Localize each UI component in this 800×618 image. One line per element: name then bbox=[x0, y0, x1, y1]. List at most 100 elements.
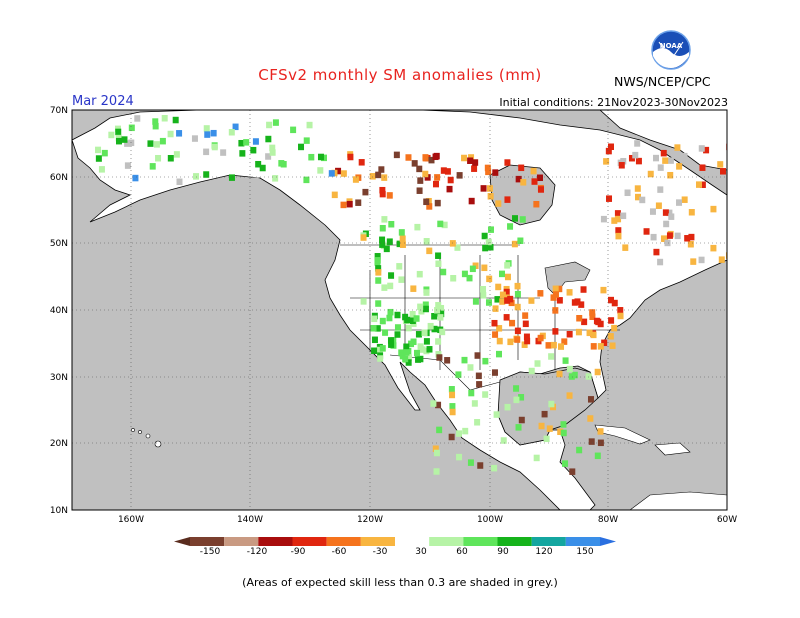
anomaly-cell bbox=[371, 347, 378, 354]
south-america bbox=[629, 491, 727, 510]
lat-tick-label: 70N bbox=[50, 106, 68, 116]
anomaly-cell bbox=[388, 272, 395, 279]
anomaly-cell bbox=[611, 324, 618, 332]
anomaly-cell bbox=[379, 236, 386, 244]
anomaly-cell bbox=[699, 164, 706, 171]
anomaly-cell bbox=[147, 140, 154, 147]
anomaly-cell bbox=[172, 116, 179, 124]
anomaly-cell bbox=[396, 240, 403, 248]
lon-tick-label: 140W bbox=[237, 515, 263, 525]
anomaly-cell bbox=[239, 150, 246, 157]
anomaly-cell bbox=[402, 313, 409, 321]
anomaly-cell bbox=[492, 169, 499, 176]
colorbar-label: 30 bbox=[415, 547, 427, 557]
anomaly-cell bbox=[437, 314, 444, 321]
anomaly-cell bbox=[471, 165, 478, 172]
anomaly-cell bbox=[560, 429, 567, 437]
anomaly-cell bbox=[586, 329, 593, 337]
anomaly-cell bbox=[449, 408, 456, 416]
latitude-ticks: 70N 60N 50N 40N 30N 20N 10N bbox=[50, 106, 68, 516]
anomaly-cell bbox=[387, 308, 394, 316]
anomaly-cell bbox=[433, 468, 440, 475]
anomaly-cell bbox=[597, 428, 604, 435]
anomaly-cell bbox=[536, 174, 543, 182]
anomaly-cell bbox=[699, 181, 706, 189]
anomaly-cell bbox=[394, 324, 401, 331]
greenland-land bbox=[599, 110, 727, 171]
anomaly-cell bbox=[436, 354, 443, 361]
anomaly-cell bbox=[423, 289, 430, 296]
anomaly-cell bbox=[238, 139, 245, 147]
anomaly-cell bbox=[121, 136, 128, 143]
anomaly-cell bbox=[396, 263, 403, 270]
anomaly-cell bbox=[173, 151, 180, 158]
anomaly-cell bbox=[437, 220, 444, 228]
anomaly-cell bbox=[681, 196, 688, 203]
anomaly-cell bbox=[521, 341, 528, 348]
anomaly-cell bbox=[381, 284, 388, 291]
lon-tick-label: 80W bbox=[598, 515, 618, 525]
anomaly-cell bbox=[438, 310, 445, 318]
colorbar-swatch bbox=[360, 537, 395, 546]
anomaly-cell bbox=[653, 248, 660, 256]
anomaly-cell bbox=[480, 185, 487, 192]
anomaly-cell bbox=[167, 130, 174, 138]
anomaly-cell bbox=[609, 342, 616, 349]
anomaly-cell bbox=[379, 317, 386, 325]
anomaly-cell bbox=[243, 139, 250, 146]
anomaly-cell bbox=[557, 428, 564, 436]
anomaly-cell bbox=[504, 297, 511, 304]
anomaly-cell bbox=[575, 328, 582, 336]
anomaly-cell bbox=[492, 331, 499, 338]
north-america-land bbox=[72, 110, 727, 510]
anomaly-cell bbox=[569, 468, 576, 475]
anomaly-cell bbox=[491, 319, 498, 327]
anomaly-cell bbox=[571, 371, 578, 379]
anomaly-cell bbox=[347, 153, 354, 161]
anomaly-cell bbox=[259, 164, 266, 172]
colorbar-swatch bbox=[429, 537, 464, 546]
anomaly-cell bbox=[493, 411, 500, 418]
anomaly-cell bbox=[666, 232, 673, 239]
initial-conditions: Initial conditions: 21Nov2023-30Nov2023 bbox=[499, 96, 728, 109]
anomaly-cell bbox=[408, 340, 415, 348]
anomaly-cell bbox=[634, 185, 641, 192]
anomaly-cell bbox=[308, 153, 315, 161]
anomaly-cell bbox=[204, 131, 211, 138]
anomaly-cell bbox=[590, 343, 597, 350]
anomaly-cell bbox=[628, 154, 635, 162]
longitude-ticks: 160W 140W 120W 100W 80W 60W bbox=[118, 515, 737, 525]
anomaly-cell bbox=[514, 290, 521, 298]
anomaly-cell bbox=[617, 312, 624, 320]
anomaly-cell bbox=[720, 168, 727, 175]
anomaly-cell bbox=[487, 226, 494, 233]
colorbar-label: -120 bbox=[246, 547, 268, 557]
anomaly-cell bbox=[647, 170, 654, 178]
anomaly-cell bbox=[435, 260, 442, 268]
anomaly-cell bbox=[518, 416, 525, 424]
anomaly-cell bbox=[552, 291, 559, 298]
skill-footnote: (Areas of expected skill less than 0.3 a… bbox=[242, 576, 558, 589]
anomaly-cell bbox=[538, 422, 545, 430]
anomaly-cell bbox=[422, 154, 429, 161]
anomaly-cell bbox=[386, 192, 393, 199]
anomaly-cell bbox=[388, 220, 395, 228]
anomaly-cell bbox=[593, 317, 600, 325]
anomaly-cell bbox=[548, 400, 555, 408]
anomaly-cell bbox=[331, 191, 338, 199]
anomaly-cell bbox=[541, 410, 548, 418]
anomaly-cell bbox=[448, 386, 455, 393]
anomaly-cell bbox=[695, 181, 702, 188]
anomaly-cell bbox=[220, 149, 227, 156]
anomaly-cell bbox=[615, 227, 622, 234]
anomaly-cell bbox=[504, 262, 511, 269]
anomaly-cell bbox=[663, 220, 670, 228]
anomaly-cell bbox=[580, 286, 587, 293]
anomaly-cell bbox=[566, 330, 573, 338]
anomaly-cell bbox=[552, 285, 559, 293]
anomaly-cells bbox=[95, 115, 727, 475]
anomaly-cell bbox=[415, 331, 422, 338]
anomaly-cell bbox=[514, 336, 521, 343]
anomaly-cell bbox=[468, 389, 475, 397]
anomaly-cell bbox=[439, 328, 446, 336]
